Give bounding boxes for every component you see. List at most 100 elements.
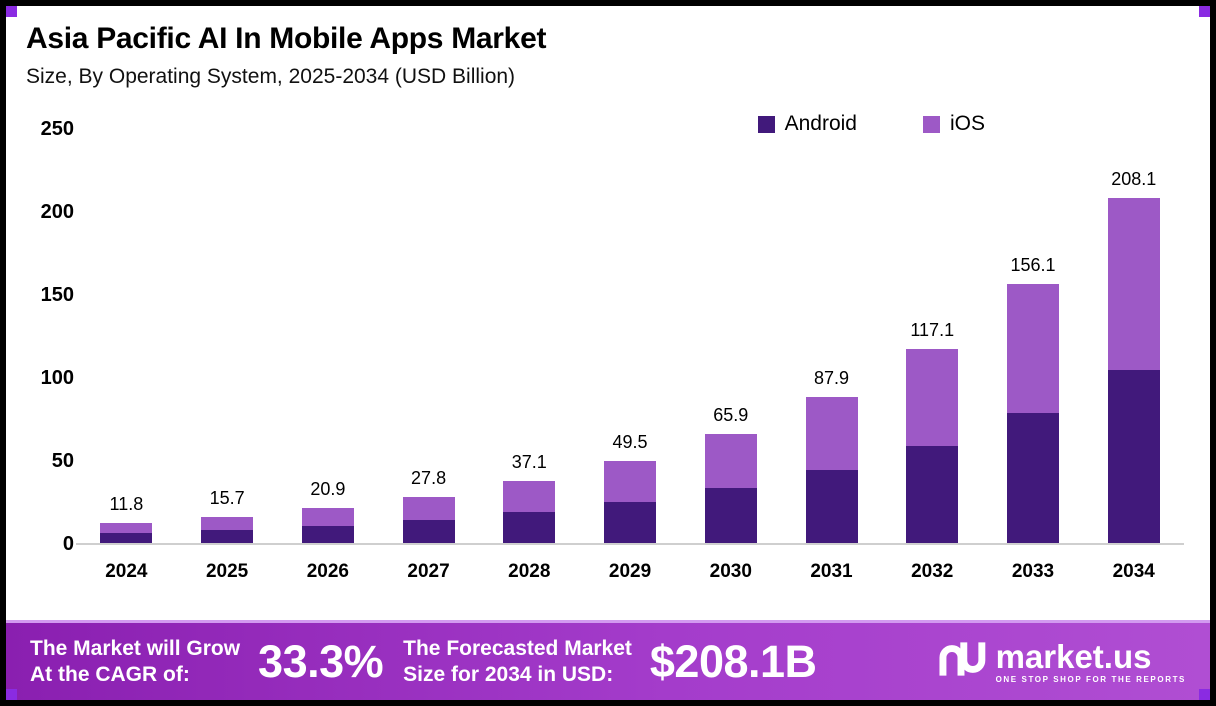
legend-item-ios[interactable]: iOS xyxy=(922,112,985,136)
stacked-bar-2030[interactable] xyxy=(704,433,757,543)
y-axis-tick-label: 100 xyxy=(40,367,74,389)
bar-segment-android[interactable] xyxy=(704,488,757,543)
bar-column: 20.9 xyxy=(277,479,378,543)
legend-swatch xyxy=(922,115,940,133)
bar-segment-android[interactable] xyxy=(402,519,455,543)
x-axis-label: 2031 xyxy=(810,561,853,582)
forecast-label-line2: Size for 2034 in USD: xyxy=(403,662,614,686)
market-us-swirl-icon xyxy=(936,641,986,682)
corner-accent xyxy=(1199,689,1210,700)
stacked-bar-2033[interactable] xyxy=(1006,283,1059,543)
stacked-bar-2026[interactable] xyxy=(301,508,354,543)
legend-swatch xyxy=(757,115,775,133)
bar-column: 87.9 xyxy=(781,368,882,543)
legend-item-android[interactable]: Android xyxy=(757,112,857,136)
stacked-bar-2029[interactable] xyxy=(604,460,657,543)
x-axis-label: 2034 xyxy=(1112,561,1155,582)
stacked-bar-2034[interactable] xyxy=(1107,197,1160,543)
bar-segment-android[interactable] xyxy=(1107,370,1160,543)
chart-legend: Android iOS xyxy=(757,112,985,136)
stacked-bar-2031[interactable] xyxy=(805,397,858,543)
stacked-bar-2025[interactable] xyxy=(201,516,254,543)
x-axis-label: 2024 xyxy=(105,561,148,582)
x-axis-label: 2028 xyxy=(508,561,551,582)
bar-column: 15.7 xyxy=(177,488,278,543)
stacked-bar-2027[interactable] xyxy=(402,496,455,543)
bar-value-label: 37.1 xyxy=(511,452,547,473)
bar-segment-android[interactable] xyxy=(201,530,254,543)
chart-area: 0 50 100 150 200 250 11.8 15.7 20.9 27.8 37.1 49.5… xyxy=(14,118,1184,583)
plot-area: 11.8 15.7 20.9 27.8 37.1 49.5 65.9 87.9 117.1 156… xyxy=(76,130,1184,545)
brand-tagline: ONE STOP SHOP FOR THE REPORTS xyxy=(995,674,1186,684)
stacked-bar-2024[interactable] xyxy=(100,523,153,543)
bar-column: 208.1 xyxy=(1083,169,1184,543)
x-axis-label: 2032 xyxy=(911,561,954,582)
bar-segment-ios[interactable] xyxy=(1107,197,1160,371)
x-axis-label: 2033 xyxy=(1011,561,1055,582)
bar-value-label: 20.9 xyxy=(310,479,346,500)
bar-segment-ios[interactable] xyxy=(704,433,757,489)
bar-segment-ios[interactable] xyxy=(201,516,254,531)
bar-value-label: 65.9 xyxy=(713,404,749,425)
forecast-label: The Forecasted Market Size for 2034 in U… xyxy=(403,636,632,687)
brand-logo[interactable]: market.us ONE STOP SHOP FOR THE REPORTS xyxy=(936,640,1186,684)
bar-value-label: 49.5 xyxy=(612,431,648,452)
chart-header: Asia Pacific AI In Mobile Apps Market Si… xyxy=(6,6,1210,89)
bar-segment-ios[interactable] xyxy=(906,348,959,446)
bar-value-label: 11.8 xyxy=(109,494,144,515)
bar-segment-android[interactable] xyxy=(503,512,556,543)
bar-value-label: 208.1 xyxy=(1111,168,1157,189)
brand-text: market.us ONE STOP SHOP FOR THE REPORTS xyxy=(996,640,1186,684)
bar-segment-ios[interactable] xyxy=(1006,283,1059,414)
corner-accent xyxy=(6,689,17,700)
bar-segment-android[interactable] xyxy=(604,501,657,543)
x-axis-label: 2029 xyxy=(608,561,652,582)
bar-column: 27.8 xyxy=(378,468,479,543)
y-axis-tick-label: 50 xyxy=(51,450,74,472)
legend-label: Android xyxy=(784,112,857,135)
bar-segment-android[interactable] xyxy=(906,445,959,543)
x-axis: 2024 2025 2026 2027 2028 2029 2030 2031 2032 2033… xyxy=(76,561,1184,583)
chart-subtitle: Size, By Operating System, 2025-2034 (US… xyxy=(26,65,516,88)
y-axis-tick-label: 0 xyxy=(62,533,74,555)
bar-column: 65.9 xyxy=(680,405,781,543)
bar-segment-android[interactable] xyxy=(1006,413,1059,543)
bar-column: 117.1 xyxy=(882,320,983,543)
y-axis-tick-label: 250 xyxy=(40,118,74,140)
bar-segment-android[interactable] xyxy=(301,525,354,543)
stacked-bar-2032[interactable] xyxy=(906,348,959,543)
corner-accent xyxy=(6,6,17,17)
footer-banner: The Market will Grow At the CAGR of: 33.… xyxy=(6,620,1210,700)
y-axis-tick-label: 150 xyxy=(40,284,74,306)
bar-segment-ios[interactable] xyxy=(805,397,858,470)
bar-column: 49.5 xyxy=(580,432,681,543)
bar-value-label: 87.9 xyxy=(813,368,850,389)
bar-column: 37.1 xyxy=(479,452,580,543)
x-axis-label: 2026 xyxy=(306,561,349,582)
bar-column: 11.8 xyxy=(76,494,177,543)
bar-segment-android[interactable] xyxy=(100,533,153,543)
bar-segment-ios[interactable] xyxy=(503,481,556,513)
x-axis-label: 2030 xyxy=(709,561,752,582)
corner-accent xyxy=(1199,6,1210,17)
y-axis-tick-label: 200 xyxy=(40,201,74,223)
chart-title: Asia Pacific AI In Mobile Apps Market xyxy=(26,22,547,55)
bar-value-label: 27.8 xyxy=(411,467,447,488)
bar-segment-android[interactable] xyxy=(805,469,858,543)
bar-column: 156.1 xyxy=(983,255,1084,543)
forecast-value: $208.1B xyxy=(649,635,817,687)
x-axis-label: 2025 xyxy=(205,561,249,582)
bar-value-label: 156.1 xyxy=(1010,254,1056,275)
cagr-label-line1: The Market will Grow xyxy=(30,636,241,660)
bar-segment-ios[interactable] xyxy=(604,460,657,502)
cagr-label: The Market will Grow At the CAGR of: xyxy=(30,636,240,687)
bar-segment-ios[interactable] xyxy=(402,496,455,520)
cagr-label-line2: At the CAGR of: xyxy=(30,662,190,686)
cagr-value: 33.3% xyxy=(258,635,384,687)
forecast-label-line1: The Forecasted Market xyxy=(403,636,632,660)
legend-label: iOS xyxy=(949,112,985,135)
stacked-bar-2028[interactable] xyxy=(503,481,556,543)
bar-segment-ios[interactable] xyxy=(100,523,153,534)
bar-segment-ios[interactable] xyxy=(301,508,354,526)
